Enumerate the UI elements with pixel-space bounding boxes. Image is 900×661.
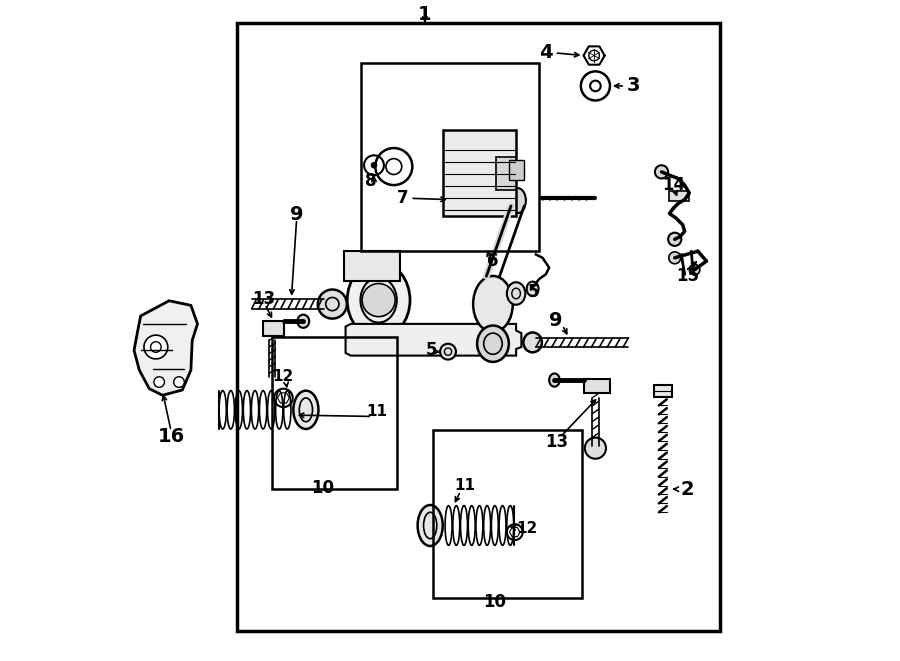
Text: 6: 6 [487,252,499,270]
Bar [263,321,284,336]
Bar [670,191,689,201]
Ellipse shape [549,373,560,387]
Text: 5: 5 [426,341,436,360]
Polygon shape [346,324,521,356]
Text: 12: 12 [273,369,294,384]
Text: 2: 2 [680,480,694,498]
Circle shape [318,290,346,319]
Text: 11: 11 [454,479,475,493]
Circle shape [174,377,184,387]
Text: 9: 9 [549,311,562,330]
Bar [434,430,582,598]
Circle shape [689,264,700,275]
Text: 16: 16 [158,427,184,446]
Ellipse shape [418,505,443,546]
Ellipse shape [293,391,319,429]
Bar [583,379,610,393]
Text: 15: 15 [677,266,699,285]
Text: 8: 8 [364,172,376,190]
Ellipse shape [524,332,542,352]
Polygon shape [134,301,197,395]
Ellipse shape [473,276,513,332]
Text: 9: 9 [290,205,303,223]
Ellipse shape [526,282,538,296]
Circle shape [144,335,167,359]
Bar [272,337,397,489]
Circle shape [154,377,165,387]
Ellipse shape [297,315,310,328]
Text: 10: 10 [311,479,335,497]
Bar [344,251,400,281]
Bar [361,63,539,251]
Bar [444,130,516,216]
Text: 5: 5 [527,283,539,301]
Text: 13: 13 [545,432,569,451]
Text: 1: 1 [418,5,432,24]
Circle shape [585,438,606,459]
Text: 10: 10 [483,592,507,611]
Circle shape [669,252,680,264]
Text: 13: 13 [252,290,275,308]
Ellipse shape [509,188,526,214]
Circle shape [655,165,668,178]
Ellipse shape [440,344,456,360]
Circle shape [362,284,395,317]
Circle shape [668,233,681,246]
Text: 7: 7 [397,189,409,208]
Bar [653,385,672,397]
Text: 12: 12 [516,522,537,536]
Text: 4: 4 [539,44,553,62]
Circle shape [371,162,377,169]
Bar [496,157,516,190]
Ellipse shape [347,262,410,338]
Text: 11: 11 [367,404,388,418]
Ellipse shape [477,325,508,362]
Text: 3: 3 [627,77,641,95]
Bar [238,23,720,631]
Ellipse shape [507,282,526,305]
Bar [509,160,524,180]
Text: 14: 14 [662,176,685,194]
